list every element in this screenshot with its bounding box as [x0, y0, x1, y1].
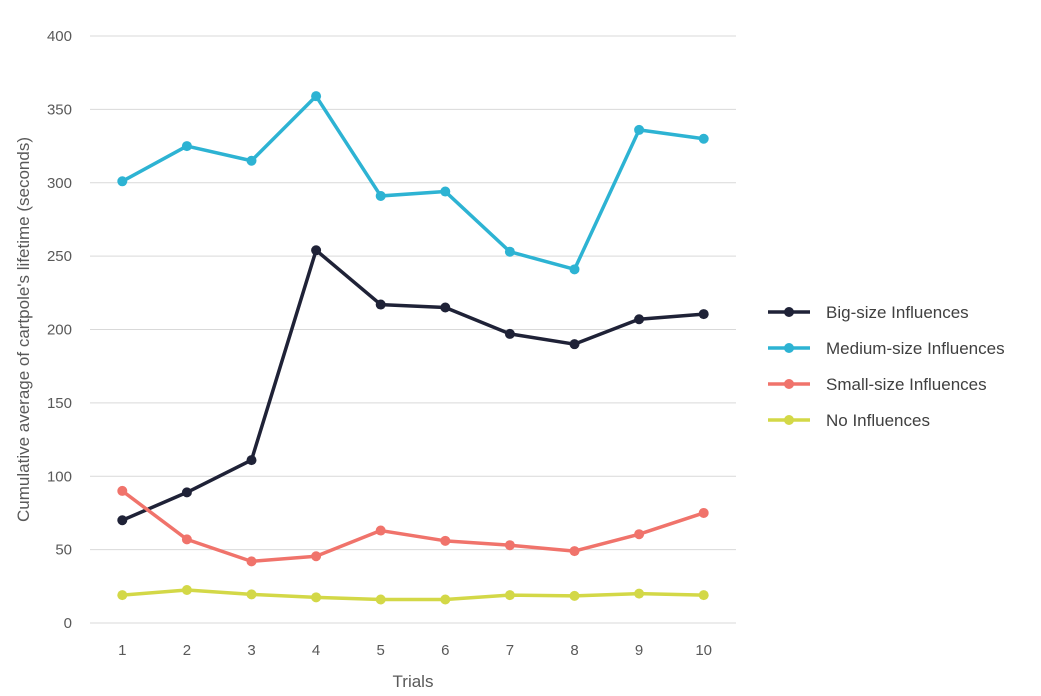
data-point — [504, 540, 515, 551]
data-point — [569, 339, 580, 350]
data-point — [569, 590, 580, 601]
data-point — [181, 584, 192, 595]
data-point — [440, 186, 451, 197]
data-point — [117, 590, 128, 601]
y-tick-label: 300 — [47, 175, 72, 192]
legend-item: No Influences — [768, 411, 930, 430]
series-line — [121, 489, 705, 564]
data-point — [181, 487, 192, 498]
legend-label: Small-size Influences — [826, 375, 987, 394]
series-2 — [117, 485, 709, 567]
data-point — [117, 485, 128, 496]
x-tick-label: 5 — [377, 642, 385, 659]
legend-marker — [784, 307, 794, 317]
legend-item: Medium-size Influences — [768, 339, 1005, 358]
x-tick-label: 9 — [635, 642, 643, 659]
data-point — [634, 588, 645, 599]
y-tick-labels: 0 50 100 150 200 250 300 350 400 — [47, 28, 72, 632]
series-0 — [117, 245, 709, 526]
data-point — [181, 141, 192, 152]
y-axis-label: Cumulative average of cartpole's lifetim… — [14, 137, 33, 522]
series-line — [121, 94, 704, 272]
x-tick-label: 6 — [441, 642, 449, 659]
legend-label: Big-size Influences — [826, 303, 969, 322]
legend-marker — [784, 379, 794, 389]
y-tick-label: 100 — [47, 468, 72, 485]
data-point — [246, 155, 257, 166]
data-point — [634, 529, 645, 540]
data-point — [246, 556, 257, 567]
data-point — [181, 534, 192, 545]
data-point — [504, 590, 515, 601]
data-point — [698, 309, 709, 320]
data-point — [311, 245, 322, 256]
y-tick-label: 200 — [47, 322, 72, 339]
legend-label: Medium-size Influences — [826, 339, 1005, 358]
data-point — [698, 507, 709, 518]
y-tick-label: 150 — [47, 395, 72, 412]
data-point — [440, 302, 451, 313]
y-tick-label: 50 — [55, 542, 72, 559]
y-tick-label: 250 — [47, 248, 72, 265]
legend-marker — [784, 343, 794, 353]
series-line — [121, 248, 704, 522]
x-tick-label: 3 — [247, 642, 255, 659]
data-point — [698, 590, 709, 601]
legend-item: Small-size Influences — [768, 375, 987, 394]
data-point — [246, 589, 257, 600]
data-point — [440, 594, 451, 605]
data-point — [504, 246, 515, 257]
data-point — [246, 455, 257, 466]
data-point — [117, 176, 128, 187]
data-point — [311, 551, 322, 562]
y-tick-label: 350 — [47, 101, 72, 118]
legend-item: Big-size Influences — [768, 303, 969, 322]
data-point — [375, 299, 386, 310]
data-point — [375, 190, 386, 201]
series-3 — [117, 584, 709, 605]
series-lines — [117, 91, 709, 605]
data-point — [375, 594, 386, 605]
legend-label: No Influences — [826, 411, 930, 430]
x-tick-label: 7 — [506, 642, 514, 659]
series-line — [122, 588, 704, 602]
data-point — [569, 546, 580, 557]
data-point — [504, 328, 515, 339]
data-point — [569, 264, 580, 275]
data-point — [311, 91, 322, 102]
y-tick-label: 400 — [47, 28, 72, 45]
x-tick-label: 10 — [695, 642, 712, 659]
data-point — [440, 535, 451, 546]
legend: Big-size Influences Medium-size Influence… — [768, 303, 1005, 430]
data-point — [311, 592, 322, 603]
data-point — [698, 133, 709, 144]
data-point — [634, 314, 645, 325]
x-axis-label: Trials — [393, 672, 434, 691]
x-tick-label: 4 — [312, 642, 320, 659]
data-point — [634, 124, 645, 135]
series-1 — [117, 91, 709, 275]
y-tick-label: 0 — [64, 615, 72, 632]
grid-lines — [90, 35, 736, 624]
data-point — [117, 515, 128, 526]
legend-marker — [784, 415, 794, 425]
data-point — [375, 525, 386, 536]
x-tick-label: 2 — [183, 642, 191, 659]
x-tick-label: 8 — [570, 642, 578, 659]
x-tick-label: 1 — [118, 642, 126, 659]
x-tick-labels: 1 2 3 4 5 6 7 8 9 10 — [118, 642, 712, 659]
